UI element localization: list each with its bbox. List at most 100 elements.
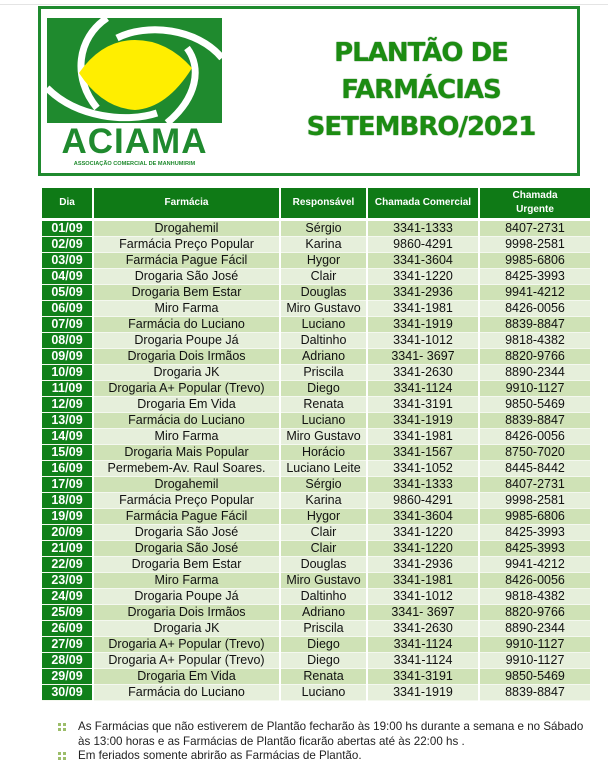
cell-chamada-comercial: 3341-1052: [368, 461, 478, 477]
notes: As Farmácias que não estiverem de Plantã…: [58, 720, 598, 764]
table-row: 30/09 Farmácia do Luciano Luciano 3341-1919…: [42, 685, 590, 701]
table-row: 11/09 Drogaria A+ Popular (Trevo) Diego 334…: [42, 381, 590, 397]
table-row: 16/09 Permebem-Av. Raul Soares. Luciano Le…: [42, 461, 590, 477]
cell-farmacia: Drogaria Bem Estar: [94, 285, 279, 301]
cell-responsavel: Diego: [281, 637, 366, 653]
cell-farmacia: Drogaria Dois Irmãos: [94, 349, 279, 365]
cell-dia: 09/09: [42, 349, 92, 365]
bullet-icon: [58, 752, 66, 760]
cell-farmacia: Farmácia do Luciano: [94, 317, 279, 333]
cell-chamada-urgente: 9998-2581: [480, 237, 590, 253]
cell-chamada-comercial: 3341-1012: [368, 333, 478, 349]
cell-chamada-urgente: 9985-6806: [480, 253, 590, 269]
table-row: 15/09 Drogaria Mais Popular Horácio 3341-15…: [42, 445, 590, 461]
cell-chamada-urgente: 8890-2344: [480, 365, 590, 381]
cell-chamada-urgente: 8407-2731: [480, 477, 590, 493]
logo-text: ACIAMA: [61, 122, 208, 161]
aciama-logo: ACIAMA ASSOCIAÇÃO COMERCIAL DE MANHUMIRI…: [44, 15, 225, 168]
cell-responsavel: Clair: [281, 525, 366, 541]
table-row: 18/09 Farmácia Preço Popular Karina 9860-42…: [42, 493, 590, 509]
cell-responsavel: Priscila: [281, 365, 366, 381]
cell-chamada-comercial: 3341-1333: [368, 477, 478, 493]
cell-farmacia: Drogaria Poupe Já: [94, 589, 279, 605]
cell-chamada-urgente: 8839-8847: [480, 317, 590, 333]
cell-responsavel: Miro Gustavo: [281, 573, 366, 589]
column-header-farmacia: Farmácia: [94, 188, 279, 218]
cell-dia: 03/09: [42, 253, 92, 269]
cell-farmacia: Drogaria JK: [94, 365, 279, 381]
table-row: 23/09 Miro Farma Miro Gustavo 3341-1981 8426…: [42, 573, 590, 589]
column-header-chamada-urgente: Chamada Urgente: [480, 188, 590, 218]
cell-responsavel: Adriano: [281, 349, 366, 365]
cell-chamada-urgente: 9910-1127: [480, 637, 590, 653]
cell-dia: 24/09: [42, 589, 92, 605]
cell-farmacia: Drogaria A+ Popular (Trevo): [94, 653, 279, 669]
cell-chamada-comercial: 3341-3191: [368, 669, 478, 685]
column-header-chamada-comercial: Chamada Comercial: [368, 188, 478, 218]
cell-chamada-comercial: 3341-2936: [368, 557, 478, 573]
table-row: 12/09 Drogaria Em Vida Renata 3341-3191 9850…: [42, 397, 590, 413]
cell-chamada-urgente: 9941-4212: [480, 285, 590, 301]
cell-farmacia: Farmácia do Luciano: [94, 685, 279, 701]
poster-header: ACIAMA ASSOCIAÇÃO COMERCIAL DE MANHUMIRI…: [38, 6, 580, 176]
cell-dia: 10/09: [42, 365, 92, 381]
cell-responsavel: Daltinho: [281, 589, 366, 605]
cell-dia: 07/09: [42, 317, 92, 333]
table-row: 05/09 Drogaria Bem Estar Douglas 3341-2936 9…: [42, 285, 590, 301]
cell-farmacia: Farmácia Preço Popular: [94, 493, 279, 509]
table-row: 03/09 Farmácia Pague Fácil Hygor 3341-3604 9…: [42, 253, 590, 269]
cell-responsavel: Renata: [281, 397, 366, 413]
cell-chamada-urgente: 8890-2344: [480, 621, 590, 637]
cell-chamada-comercial: 3341-1919: [368, 685, 478, 701]
cell-chamada-comercial: 3341-3191: [368, 397, 478, 413]
table-row: 29/09 Drogaria Em Vida Renata 3341-3191 9850…: [42, 669, 590, 685]
cell-farmacia: Miro Farma: [94, 301, 279, 317]
cell-responsavel: Horácio: [281, 445, 366, 461]
cell-chamada-comercial: 3341-2936: [368, 285, 478, 301]
cell-chamada-urgente: 9910-1127: [480, 381, 590, 397]
note-text: As Farmácias que não estiverem de Plantã…: [78, 720, 584, 748]
cell-chamada-urgente: 8839-8847: [480, 413, 590, 429]
cell-responsavel: Karina: [281, 493, 366, 509]
cell-farmacia: Farmácia Pague Fácil: [94, 509, 279, 525]
cell-dia: 15/09: [42, 445, 92, 461]
cell-chamada-comercial: 3341-1124: [368, 637, 478, 653]
cell-responsavel: Adriano: [281, 605, 366, 621]
schedule-table: Dia Farmácia Responsável Chamada Comerci…: [40, 188, 592, 701]
cell-chamada-urgente: 8425-3993: [480, 541, 590, 557]
cell-responsavel: Priscila: [281, 621, 366, 637]
cell-chamada-urgente: 9985-6806: [480, 509, 590, 525]
cell-farmacia: Miro Farma: [94, 429, 279, 445]
cell-chamada-comercial: 3341-1567: [368, 445, 478, 461]
cell-chamada-urgente: 9998-2581: [480, 493, 590, 509]
cell-responsavel: Luciano: [281, 413, 366, 429]
cell-farmacia: Farmácia Pague Fácil: [94, 253, 279, 269]
cell-chamada-comercial: 3341-1012: [368, 589, 478, 605]
table-row: 28/09 Drogaria A+ Popular (Trevo) Diego 334…: [42, 653, 590, 669]
cell-chamada-urgente: 8820-9766: [480, 349, 590, 365]
cell-responsavel: Douglas: [281, 557, 366, 573]
cell-chamada-comercial: 3341- 3697: [368, 349, 478, 365]
cell-chamada-comercial: 9860-4291: [368, 237, 478, 253]
cell-chamada-urgente: 8820-9766: [480, 605, 590, 621]
cell-responsavel: Karina: [281, 237, 366, 253]
cell-farmacia: Drogahemil: [94, 221, 279, 237]
cell-dia: 12/09: [42, 397, 92, 413]
cell-dia: 18/09: [42, 493, 92, 509]
cell-responsavel: Daltinho: [281, 333, 366, 349]
table-row: 02/09 Farmácia Preço Popular Karina 9860-42…: [42, 237, 590, 253]
cell-dia: 08/09: [42, 333, 92, 349]
cell-responsavel: Renata: [281, 669, 366, 685]
table-row: 07/09 Farmácia do Luciano Luciano 3341-1919…: [42, 317, 590, 333]
cell-dia: 28/09: [42, 653, 92, 669]
cell-dia: 25/09: [42, 605, 92, 621]
cell-farmacia: Drogaria JK: [94, 621, 279, 637]
cell-dia: 26/09: [42, 621, 92, 637]
cell-farmacia: Drogaria São José: [94, 541, 279, 557]
cell-responsavel: Diego: [281, 653, 366, 669]
title-line: SETEMBRO/2021: [306, 112, 537, 142]
table-row: 25/09 Drogaria Dois Irmãos Adriano 3341- 36…: [42, 605, 590, 621]
cell-dia: 06/09: [42, 301, 92, 317]
cell-chamada-urgente: 8445-8442: [480, 461, 590, 477]
cell-chamada-urgente: 9818-4382: [480, 333, 590, 349]
